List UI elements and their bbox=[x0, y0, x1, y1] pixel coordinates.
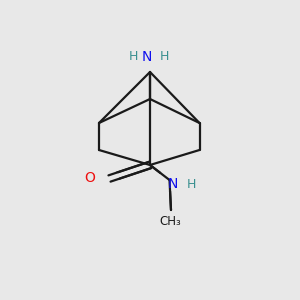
Text: N: N bbox=[167, 178, 178, 191]
Text: H: H bbox=[129, 50, 138, 64]
Text: CH₃: CH₃ bbox=[160, 215, 181, 228]
Text: H: H bbox=[187, 178, 196, 191]
Circle shape bbox=[159, 169, 180, 190]
Text: O: O bbox=[85, 172, 95, 185]
Text: N: N bbox=[142, 50, 152, 64]
Circle shape bbox=[100, 169, 118, 188]
Text: H: H bbox=[160, 50, 169, 64]
